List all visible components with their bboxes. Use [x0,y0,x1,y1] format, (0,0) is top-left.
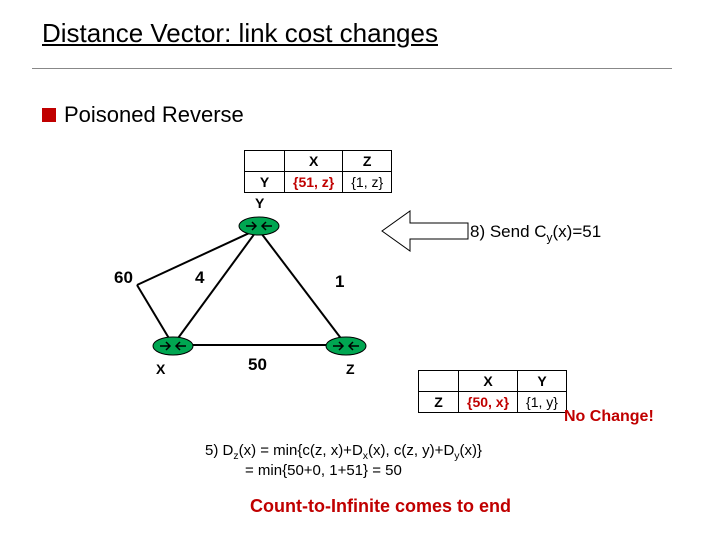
eq1-suffix: (x)} [460,442,483,459]
cost-60: 60 [114,268,133,288]
table-y-col-z: Z [343,151,392,172]
eq1-mid: (x) = min{c(z, x)+D [239,442,363,459]
slide-title: Distance Vector: link cost changes [42,18,438,49]
table-y-row-label: Y [245,172,285,193]
title-underline-rule [32,68,672,69]
bullet-text: Poisoned Reverse [64,102,244,128]
table-z-cell-1: {1, y} [518,392,567,413]
no-change-label: No Change! [564,408,654,426]
eq1-prefix: 5) D [205,442,233,459]
routing-table-y: X Z Y {51, z} {1, z} [244,150,392,193]
table-z-cell-0: {50, x} [459,392,518,413]
label-y: Y [255,195,264,211]
step8-prefix: 8) Send C [470,222,547,241]
router-y-icon [238,215,280,237]
network-diagram: Y X Z 60 4 1 50 [130,225,390,375]
callout-arrow-icon [380,203,470,263]
table-z: X Y Z {50, x} {1, y} [418,370,567,413]
equation-line-1: 5) Dz(x) = min{c(z, x)+Dx(x), c(z, y)+Dy… [205,442,482,462]
bullet-icon [42,108,56,122]
step-8-text: 8) Send Cy(x)=51 [470,222,601,244]
cost-50: 50 [248,355,267,375]
equation-line-2: = min{50+0, 1+51} = 50 [245,462,402,479]
table-y-corner [245,151,285,172]
table-z-col-x: X [459,371,518,392]
label-x: X [156,361,165,377]
cost-4: 4 [195,268,204,288]
router-z-icon [325,335,367,357]
routing-table-z: X Y Z {50, x} {1, y} [418,370,567,413]
table-z-col-y: Y [518,371,567,392]
router-x-icon [152,335,194,357]
cost-1: 1 [335,272,344,292]
bullet-item: Poisoned Reverse [42,102,244,128]
table-z-corner [419,371,459,392]
table-y-cell-1: {1, z} [343,172,392,193]
label-z: Z [346,361,355,377]
eq1-mid2: (x), c(z, y)+D [368,442,454,459]
table-y: X Z Y {51, z} {1, z} [244,150,392,193]
final-conclusion: Count-to-Infinite comes to end [250,496,511,517]
table-z-row-label: Z [419,392,459,413]
table-y-cell-0: {51, z} [285,172,343,193]
table-y-col-x: X [285,151,343,172]
step8-suffix: (x)=51 [553,222,602,241]
